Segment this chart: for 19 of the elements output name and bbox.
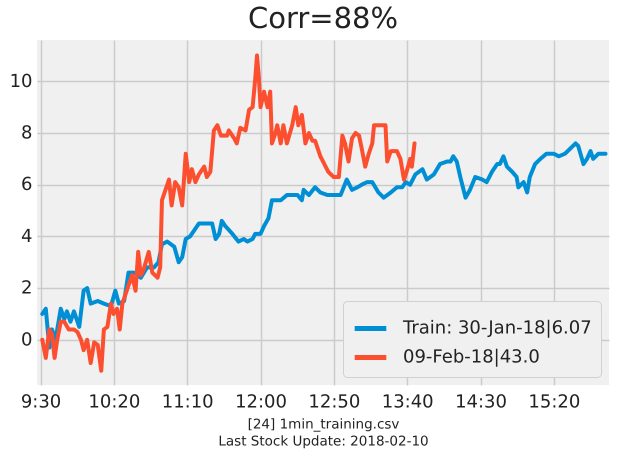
x-tick-label: 9:30 — [20, 392, 62, 412]
y-tick-label: 10 — [10, 70, 32, 92]
x-tick-label: 12:50 — [308, 392, 360, 412]
x-tick-label: 14:30 — [455, 392, 507, 412]
y-tick-label: 6 — [21, 174, 32, 196]
line-series — [40, 141, 608, 350]
x-tick-label: 13:40 — [382, 392, 434, 412]
legend-label: 09-Feb-18|43.0 — [403, 346, 540, 368]
x-tick-label: 11:10 — [162, 392, 214, 412]
legend-label: Train: 30-Jan-18|6.07 — [402, 318, 592, 338]
x-tick-label: 12:00 — [235, 392, 287, 412]
y-tick-label: 8 — [21, 122, 32, 144]
y-tick-label: 2 — [21, 278, 32, 299]
x-axis-title: [24] 1min_training.csv Last Stock Update: 2018-02-10 — [218, 416, 429, 450]
x-tick-label: 10:20 — [88, 392, 140, 412]
y-tick-label: 0 — [21, 329, 32, 350]
chart-title: Corr=88% — [248, 1, 398, 35]
y-tick-label: 4 — [21, 226, 32, 247]
x-tick-label: 15:20 — [528, 392, 580, 412]
